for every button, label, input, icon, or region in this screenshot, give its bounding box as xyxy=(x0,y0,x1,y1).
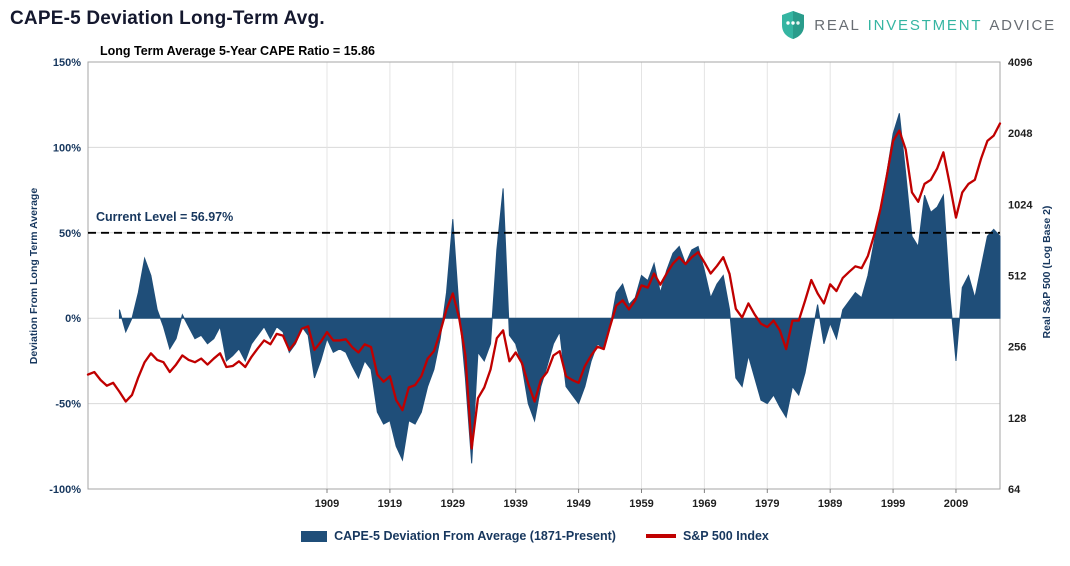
long-term-average-annotation: Long Term Average 5-Year CAPE Ratio = 15… xyxy=(96,44,379,58)
legend-item-deviation: CAPE-5 Deviation From Average (1871-Pres… xyxy=(301,529,616,543)
legend-label-deviation: CAPE-5 Deviation From Average (1871-Pres… xyxy=(334,529,616,543)
deviation-area-swatch xyxy=(301,530,328,542)
shield-icon xyxy=(782,11,805,39)
x-tick-label: 1989 xyxy=(818,498,842,510)
legend-label-sp500: S&P 500 Index xyxy=(682,529,769,543)
legend: CAPE-5 Deviation From Average (1871-Pres… xyxy=(0,529,1070,543)
sp500-line-swatch xyxy=(645,534,676,538)
y-left-tick-label: 50% xyxy=(59,228,81,240)
brand-word-advice: ADVICE xyxy=(989,16,1056,34)
y-left-tick-label: 0% xyxy=(65,313,81,325)
x-tick-label: 2009 xyxy=(944,498,968,510)
current-level-annotation: Current Level = 56.97% xyxy=(96,210,234,224)
x-tick-label: 1919 xyxy=(378,498,402,510)
sp500-line xyxy=(86,122,1002,450)
x-tick-label: 1949 xyxy=(566,498,590,510)
y-left-tick-label: -50% xyxy=(55,399,81,411)
y-right-tick-label: 64 xyxy=(1008,484,1021,496)
y-right-tick-label: 2048 xyxy=(1008,128,1032,140)
deviation-area xyxy=(118,113,1001,464)
x-tick-label: 1969 xyxy=(692,498,716,510)
brand-word-investment: INVESTMENT xyxy=(867,16,983,34)
y-right-tick-label: 4096 xyxy=(1008,57,1032,69)
y-left-tick-label: 100% xyxy=(53,142,81,154)
x-tick-label: 1999 xyxy=(881,498,905,510)
brand-word-real: REAL xyxy=(814,16,861,34)
brand-logo: REAL INVESTMENT ADVICE xyxy=(780,10,1056,40)
x-tick-label: 1959 xyxy=(629,498,653,510)
x-tick-label: 1979 xyxy=(755,498,779,510)
y-left-tick-label: 150% xyxy=(53,57,81,69)
x-tick-label: 1929 xyxy=(441,498,465,510)
page-title: CAPE-5 Deviation Long-Term Avg. xyxy=(10,8,325,29)
plot-border xyxy=(87,61,1001,490)
x-tick-label: 1909 xyxy=(315,498,339,510)
y-right-tick-label: 512 xyxy=(1008,271,1026,283)
y-left-tick-label: -100% xyxy=(49,484,81,496)
legend-item-sp500: S&P 500 Index xyxy=(645,529,769,543)
y-right-tick-label: 1024 xyxy=(1008,199,1033,211)
right-axis-title: Real S&P 500 (Log Base 2) xyxy=(1041,205,1053,339)
left-axis-title: Deviation From Long Term Average xyxy=(28,187,40,365)
x-tick-label: 1939 xyxy=(503,498,527,510)
y-right-tick-label: 128 xyxy=(1008,413,1026,425)
y-right-tick-label: 256 xyxy=(1008,342,1026,354)
